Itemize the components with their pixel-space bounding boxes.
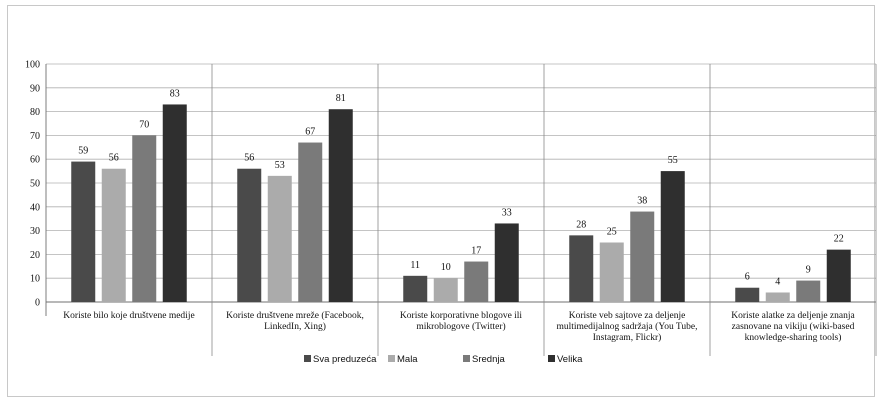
bar-2 <box>267 175 292 302</box>
data-label: 22 <box>834 234 844 245</box>
data-label: 67 <box>305 127 315 138</box>
legend-label: Mala <box>397 354 418 365</box>
y-tick-label: 20 <box>30 250 40 261</box>
y-tick-label: 100 <box>25 60 40 71</box>
data-label: 55 <box>668 155 678 166</box>
bar-1 <box>237 168 262 302</box>
category-label: knowledge-sharing tools) <box>745 332 842 343</box>
legend-label: Srednja <box>472 354 505 365</box>
category-label: Koriste društvene mreže (Facebook, <box>226 310 364 321</box>
y-tick-label: 70 <box>30 131 40 142</box>
bar-2 <box>599 242 624 302</box>
category-label: Koriste bilo koje društvene medije <box>63 311 194 321</box>
bar-2 <box>101 168 126 302</box>
y-tick-label: 40 <box>30 202 40 213</box>
y-tick-label: 90 <box>30 83 40 94</box>
bar-2 <box>433 278 458 302</box>
data-label: 70 <box>139 119 149 130</box>
y-tick-label: 80 <box>30 107 40 118</box>
category-label: multimedijalnog sadržaja (You Tube, <box>556 321 697 332</box>
category-label: Koriste veb sajtove za deljenje <box>569 311 686 321</box>
data-label: 53 <box>275 160 285 171</box>
data-label: 11 <box>410 260 420 271</box>
data-label: 25 <box>607 227 617 238</box>
legend-swatch <box>304 355 311 362</box>
bar-3 <box>630 211 655 302</box>
bar-4 <box>826 249 851 302</box>
bar-1 <box>735 287 760 302</box>
data-label: 33 <box>502 207 512 218</box>
bar-3 <box>464 261 489 302</box>
data-label: 59 <box>78 146 88 157</box>
bar-2 <box>765 292 790 302</box>
legend-swatch <box>388 355 395 362</box>
category-label: Koriste korporativne blogove ili <box>400 311 523 321</box>
legend-label: Sva preduzeća <box>313 354 377 365</box>
category-label: zasnovane na vikiju (wiki-based <box>732 321 855 332</box>
legend-swatch <box>463 355 470 362</box>
bar-4 <box>660 171 685 302</box>
data-label: 4 <box>775 276 780 287</box>
category-label: LinkedIn, Xing) <box>264 321 326 332</box>
data-label: 9 <box>806 265 811 276</box>
bar-4 <box>494 223 519 302</box>
y-tick-label: 30 <box>30 226 40 237</box>
bar-1 <box>71 161 96 302</box>
category-label: Instagram, Flickr) <box>593 332 662 343</box>
y-tick-label: 0 <box>35 298 40 309</box>
data-label: 17 <box>471 246 481 257</box>
legend-label: Velika <box>557 354 583 365</box>
data-label: 56 <box>244 153 254 164</box>
bar-4 <box>328 109 353 302</box>
bar-3 <box>298 142 323 302</box>
data-label: 6 <box>745 272 750 283</box>
bar-1 <box>569 235 594 302</box>
y-tick-label: 60 <box>30 155 40 166</box>
bar-1 <box>403 275 428 302</box>
data-label: 83 <box>170 88 180 99</box>
category-label: mikroblogove (Twitter) <box>416 321 505 332</box>
bar-3 <box>796 280 821 302</box>
y-tick-label: 10 <box>30 274 40 285</box>
data-label: 38 <box>637 196 647 207</box>
y-tick-label: 50 <box>30 179 40 190</box>
bar-4 <box>162 104 187 303</box>
category-label: Koriste alatke za deljenje znanja <box>731 311 855 321</box>
data-label: 28 <box>576 219 586 230</box>
data-label: 81 <box>336 93 346 104</box>
bar-3 <box>132 135 157 302</box>
data-label: 10 <box>441 262 451 273</box>
data-label: 56 <box>109 153 119 164</box>
legend-swatch <box>548 355 555 362</box>
